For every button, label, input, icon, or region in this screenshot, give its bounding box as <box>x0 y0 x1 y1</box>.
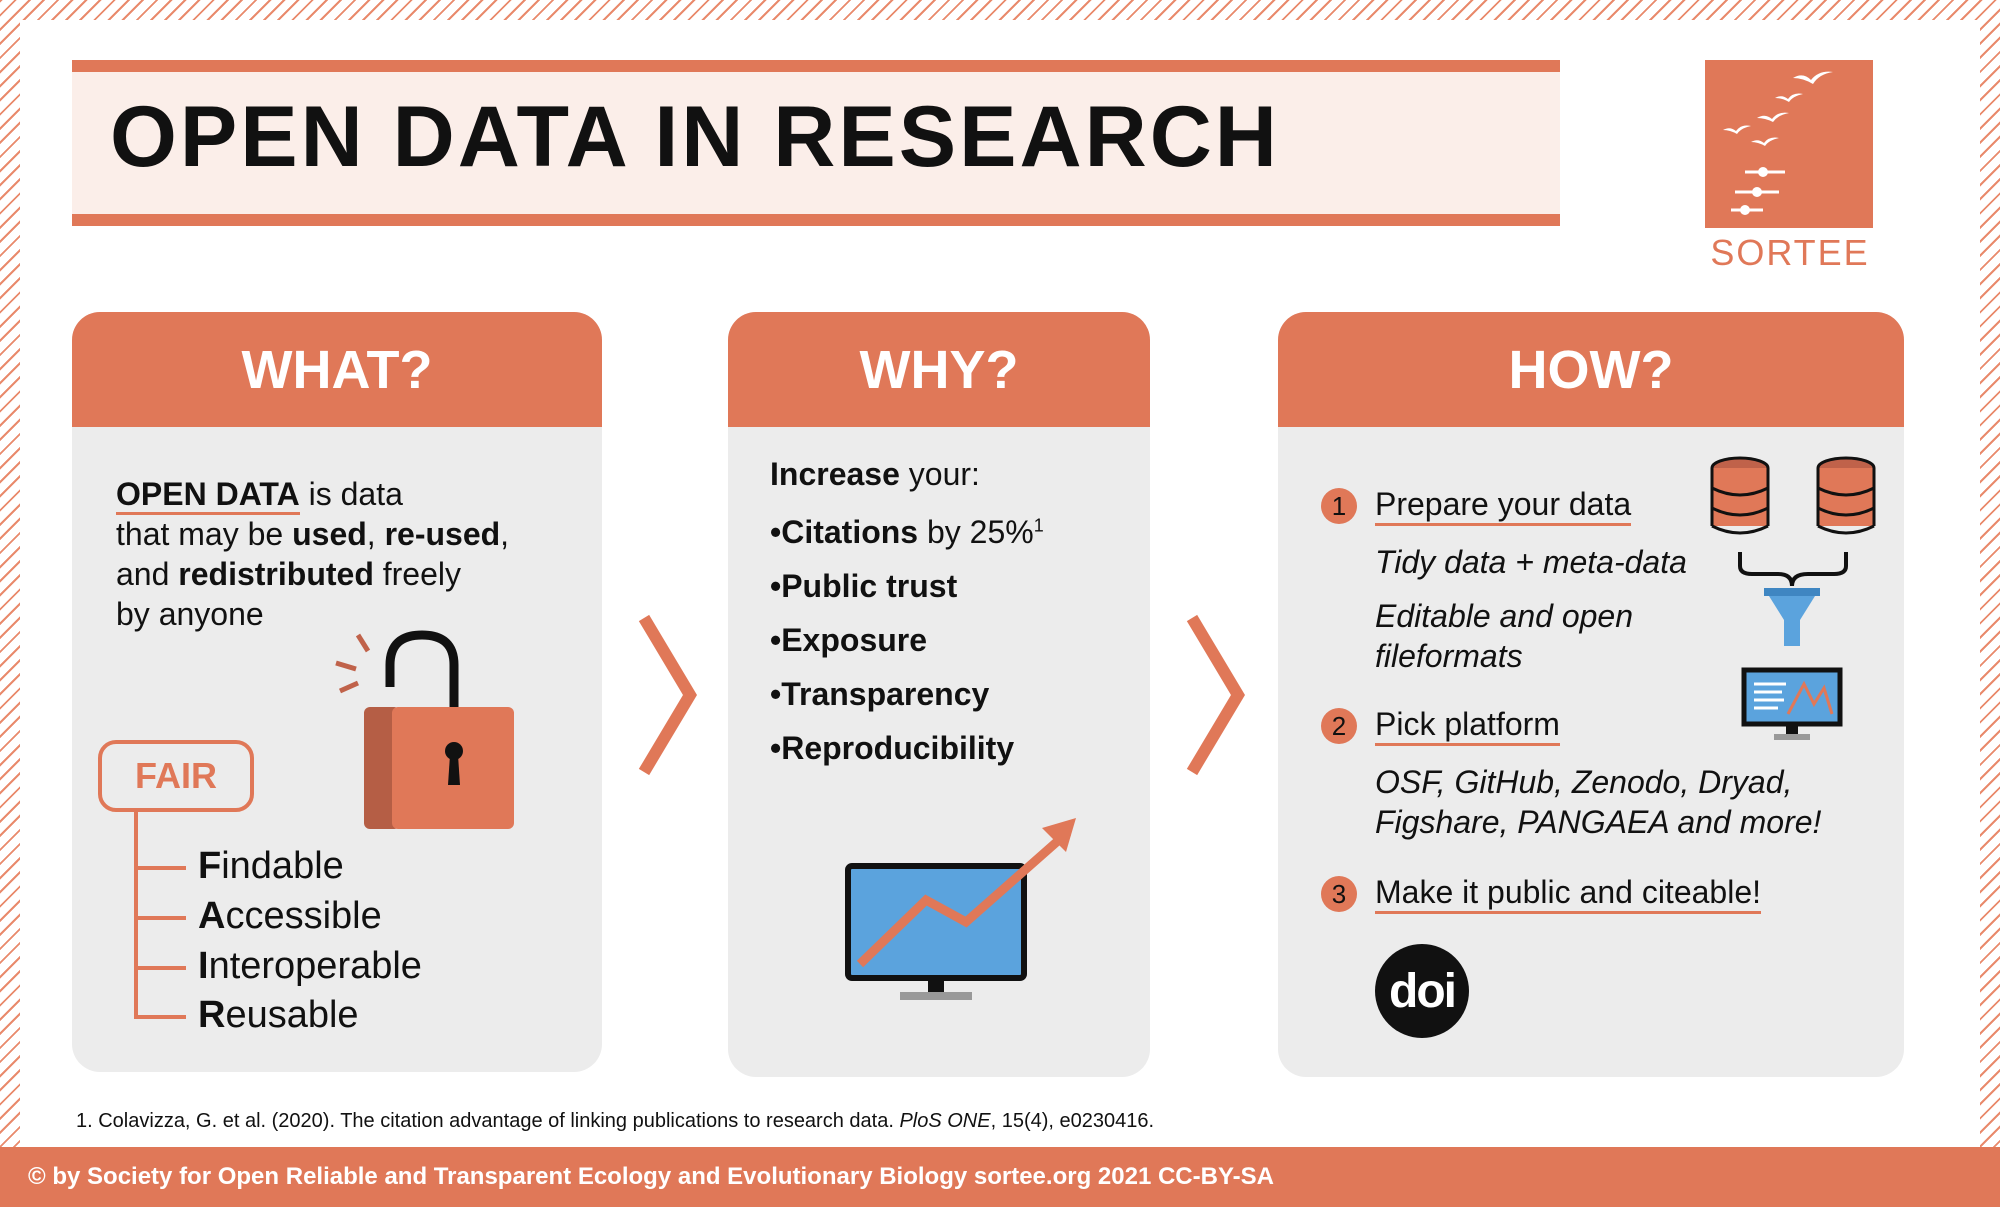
how-heading: HOW? <box>1278 312 1904 427</box>
what-line-3: and redistributed freely <box>116 556 461 592</box>
why-item-public-trust: •Public trust <box>770 568 958 604</box>
title-banner <box>72 60 1560 226</box>
step-3-label: Make it public and citeable! <box>1375 874 1761 914</box>
fair-tree-line <box>134 812 138 1017</box>
chevron-right-icon <box>1186 614 1245 776</box>
step-number-1: 1 <box>1321 488 1357 524</box>
fair-label: FAIR <box>98 740 254 812</box>
fair-branch <box>134 866 186 870</box>
step-2-detail-2: Figshare, PANGAEA and more! <box>1375 804 1822 840</box>
step-2-label: Pick platform <box>1375 706 1560 746</box>
footer-license: © by Society for Open Reliable and Trans… <box>0 1147 2000 1207</box>
sortee-logo <box>1705 60 1873 228</box>
doi-logo: doi <box>1375 944 1469 1038</box>
fair-accessible: Accessible <box>198 895 382 937</box>
what-line-4: by anyone <box>116 596 264 632</box>
step-1-label: Prepare your data <box>1375 486 1632 526</box>
what-heading: WHAT? <box>72 312 602 427</box>
fair-branch <box>134 1015 186 1019</box>
step-2-detail-1: OSF, GitHub, Zenodo, Dryad, <box>1375 764 1793 800</box>
fair-reusable: Reusable <box>198 994 359 1036</box>
fair-findable: Findable <box>198 845 344 887</box>
database-icon <box>1710 456 1770 535</box>
step-number-2: 2 <box>1321 708 1357 744</box>
why-item-transparency: •Transparency <box>770 676 990 712</box>
why-item-reproducibility: •Reproducibility <box>770 730 1015 766</box>
step-1-detail-1: Tidy data + meta-data <box>1375 544 1687 580</box>
why-item-citations: •Citations by 25%1 <box>770 514 1044 550</box>
why-item-exposure: •Exposure <box>770 622 928 658</box>
page-title: OPEN DATA IN RESEARCH <box>110 89 1280 185</box>
fair-interoperable: Interoperable <box>198 945 422 987</box>
fair-branch <box>134 916 186 920</box>
footnote: 1. Colavizza, G. et al. (2020). The cita… <box>76 1110 1155 1132</box>
birds-icon <box>1723 71 1833 215</box>
step-number-3: 3 <box>1321 876 1357 912</box>
chevron-right-icon <box>638 614 697 776</box>
what-card: WHAT? <box>72 312 602 1072</box>
open-padlock-icon <box>335 630 514 829</box>
what-line-1: OPEN DATA is data <box>116 476 403 515</box>
database-icon <box>1816 456 1876 535</box>
step-1-detail-2: Editable and open <box>1375 598 1633 634</box>
why-intro: Increase your: <box>770 456 980 492</box>
fair-branch <box>134 966 186 970</box>
why-heading: WHY? <box>728 312 1150 427</box>
rising-chart-monitor-icon <box>845 818 1076 1000</box>
doi-label: doi <box>1389 964 1457 1018</box>
what-line-2: that may be used, re-used, <box>116 516 510 552</box>
step-1-detail-3: fileformats <box>1375 638 1523 674</box>
data-pipeline-icon <box>1710 456 1876 740</box>
logo-label: SORTEE <box>1710 232 1870 273</box>
